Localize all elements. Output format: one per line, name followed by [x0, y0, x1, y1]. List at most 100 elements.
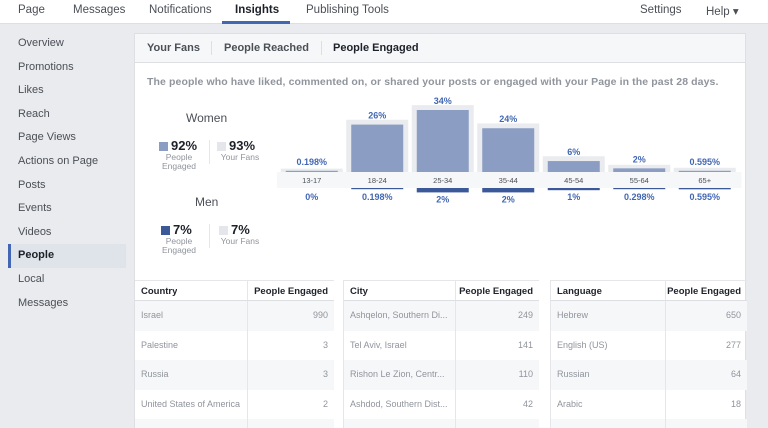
table-header: City People Engaged: [344, 280, 539, 301]
sidebar-item-reach[interactable]: Reach: [18, 107, 50, 120]
city-name: Tel Aviv, Israel: [350, 339, 407, 350]
men-fans-stat: 7% Your Fans: [219, 222, 259, 246]
country-count: 3: [322, 339, 328, 350]
country-name: Israel: [141, 310, 164, 320]
nav-notifications[interactable]: Notifications: [149, 4, 212, 16]
men-bar: [678, 188, 731, 190]
city-name: Rishon Le Zion, Centr...: [350, 369, 445, 379]
city-count: 141: [517, 339, 533, 350]
column-divider: [455, 281, 456, 300]
men-value-label: 0.198%: [362, 192, 393, 202]
stat-divider: [209, 224, 210, 248]
column-divider: [247, 301, 248, 331]
sidebar-item-people[interactable]: People: [8, 244, 126, 268]
men-value-label: 0.298%: [624, 192, 655, 202]
age-tick-label: 45-54: [564, 176, 583, 185]
age-tick-label: 13-17: [302, 176, 321, 185]
women-value-label: 34%: [434, 96, 452, 106]
header-people-engaged[interactable]: People Engaged: [667, 286, 741, 297]
country-count: 3: [322, 369, 328, 379]
tab-people-engaged[interactable]: People Engaged: [333, 42, 419, 54]
column-divider: [455, 360, 456, 390]
women-engaged-label: People Engaged: [155, 153, 203, 171]
label-line-1: People: [165, 152, 193, 162]
nav-settings[interactable]: Settings: [640, 4, 682, 16]
tab-your-fans[interactable]: Your Fans: [147, 42, 200, 54]
language-table: Language People Engaged Hebrew 650 Englis…: [550, 280, 747, 428]
column-divider: [455, 330, 456, 360]
sidebar-item-events[interactable]: Events: [18, 202, 52, 215]
language-count: 277: [725, 339, 741, 350]
women-value-label: 24%: [499, 114, 517, 124]
table-header: Language People Engaged: [551, 280, 747, 301]
table-header: Country People Engaged: [135, 280, 334, 301]
country-count: 2: [322, 398, 328, 409]
column-divider: [247, 281, 248, 300]
table-row: Israel 990: [135, 301, 334, 331]
age-tick-label: 55-64: [630, 176, 649, 185]
women-value-label: 6%: [567, 147, 580, 157]
sidebar-item-videos[interactable]: Videos: [18, 225, 52, 238]
country-count: 990: [312, 310, 328, 320]
sidebar-item-promotions[interactable]: Promotions: [18, 60, 74, 73]
nav-insights[interactable]: Insights: [235, 4, 280, 16]
fans-women-bar: [280, 168, 343, 172]
table-row: Russian 64: [551, 360, 747, 390]
top-navigation: Page Messages Notifications Insights Pub…: [0, 0, 768, 24]
men-value-label: 0.595%: [689, 192, 720, 202]
sidebar-item-local[interactable]: Local: [18, 272, 45, 285]
women-bar: [416, 110, 469, 172]
sidebar-item-messages[interactable]: Messages: [18, 296, 69, 309]
tab-people-reached[interactable]: People Reached: [224, 42, 309, 54]
sidebar-item-page-views[interactable]: Page Views: [18, 131, 76, 144]
column-divider: [455, 301, 456, 331]
city-count: 110: [518, 369, 533, 379]
header-country[interactable]: Country: [141, 286, 178, 297]
city-table: City People Engaged Ashqelon, Southern D…: [343, 280, 539, 428]
men-bar: [482, 188, 535, 193]
city-count: 249: [517, 310, 533, 320]
language-count: 64: [730, 369, 741, 379]
tab-divider: [321, 41, 322, 55]
header-language[interactable]: Language: [557, 286, 602, 297]
table-row: Arabic 18: [551, 389, 747, 419]
header-city[interactable]: City: [350, 286, 368, 297]
women-fans-percent: 93%: [229, 138, 256, 153]
sidebar-item-likes[interactable]: Likes: [18, 84, 44, 97]
table-row: Russia 3: [135, 360, 334, 390]
nav-page[interactable]: Page: [18, 4, 45, 16]
men-bar: [613, 188, 666, 190]
nav-help[interactable]: Help ▾: [706, 6, 739, 18]
column-divider: [247, 389, 248, 419]
nav-publishing-tools[interactable]: Publishing Tools: [306, 4, 389, 16]
women-fans-stat: 93% Your Fans: [217, 138, 259, 162]
language-name: English (US): [557, 339, 608, 350]
header-people-engaged[interactable]: People Engaged: [254, 286, 328, 297]
city-count: 42: [522, 398, 533, 409]
column-divider: [665, 389, 666, 419]
men-value-label: 1%: [567, 192, 580, 202]
men-engaged-label: People Engaged: [155, 237, 203, 255]
table-row: Hebrew 650: [551, 301, 747, 331]
country-table: Country People Engaged Israel 990 Palesti…: [135, 280, 334, 428]
column-divider: [665, 330, 666, 360]
column-divider: [665, 301, 666, 331]
women-bar: [351, 124, 404, 172]
women-heading: Women: [186, 111, 228, 125]
header-people-engaged[interactable]: People Engaged: [459, 286, 533, 297]
table-row: Ashqelon, Southern Di... 249: [344, 301, 539, 331]
sidebar-item-overview[interactable]: Overview: [18, 37, 64, 49]
sidebar-item-actions-on-page[interactable]: Actions on Page: [18, 154, 99, 167]
column-divider: [247, 360, 248, 390]
age-gender-chart: 0.198% 13-17 0% 26% 18-24 0.198% 34% 25-34 2% 24%…: [277, 96, 742, 204]
sidebar-item-posts[interactable]: Posts: [18, 178, 46, 191]
city-name: Ashqelon, Southern Di...: [350, 310, 448, 320]
women-value-label: 0.595%: [689, 157, 720, 167]
age-band-background: [277, 172, 742, 188]
language-count: 18: [730, 398, 741, 409]
insights-sidebar: Overview Promotions Likes Reach Page Vie…: [8, 32, 126, 315]
table-row: Tel Aviv, Israel 141: [344, 330, 539, 360]
audience-description: The people who have liked, commented on,…: [147, 76, 719, 88]
nav-messages[interactable]: Messages: [73, 4, 126, 16]
table-row: United States of America 2: [135, 389, 334, 419]
